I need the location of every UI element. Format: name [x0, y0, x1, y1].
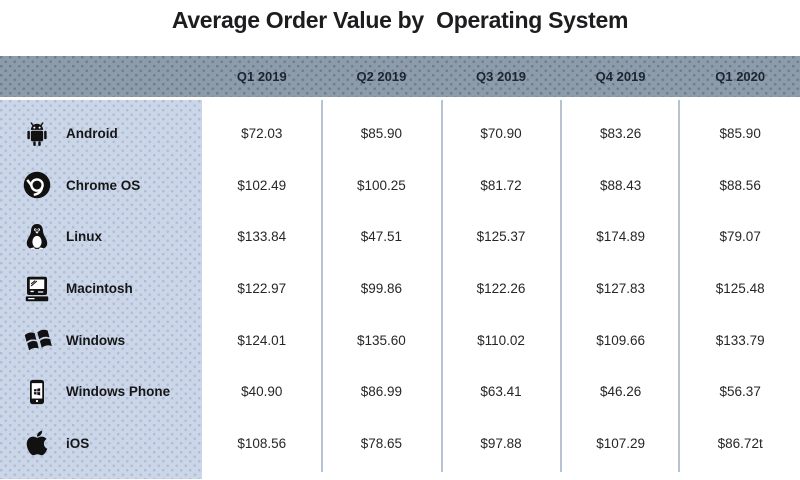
value-cell: $133.84 [237, 229, 287, 245]
column-header-q1-2020: Q1 2020 [715, 69, 766, 84]
value-cell: $100.25 [356, 177, 406, 193]
value-cell: $97.88 [480, 435, 522, 451]
value-cell: $47.51 [360, 229, 403, 245]
value-cell: $99.86 [360, 281, 403, 297]
os-row-windows-phone: Windows Phone [0, 366, 202, 418]
column-separator [678, 100, 680, 472]
data-column-q1-2020: $85.90 $88.56 $79.07 $125.48 $133.79 $56… [680, 100, 800, 479]
value-cell: $81.72 [480, 177, 522, 193]
os-labels-column: Android Chrome OS [0, 100, 202, 479]
quarter-header-band: Q1 2019 Q2 2019 Q3 2019 Q4 2019 Q1 2020 [0, 56, 800, 97]
value-cell: $88.56 [719, 177, 761, 193]
os-label: Macintosh [66, 281, 133, 297]
windows-icon [21, 324, 53, 356]
os-row-macintosh: Macintosh [0, 263, 202, 315]
value-cell: $78.65 [360, 435, 403, 451]
value-cell: $133.79 [715, 332, 765, 348]
value-cell: $122.97 [237, 281, 287, 297]
value-cell: $122.26 [476, 281, 526, 297]
chrome-icon [21, 169, 53, 201]
os-label: Linux [66, 229, 102, 245]
data-column-q1-2019: $72.03 $102.49 $133.84 $122.97 $124.01 $… [202, 100, 322, 479]
column-separator [321, 100, 323, 472]
os-row-linux: Linux [0, 211, 202, 263]
value-cell: $125.37 [476, 229, 526, 245]
os-label: Windows [66, 332, 126, 348]
data-column-q2-2019: $85.90 $100.25 $47.51 $99.86 $135.60 $86… [321, 100, 442, 479]
os-row-chrome-os: Chrome OS [0, 160, 202, 212]
os-label: Windows Phone [66, 384, 171, 400]
value-cell: $46.26 [599, 384, 642, 400]
os-row-ios: iOS [0, 417, 202, 469]
os-label: iOS [66, 435, 90, 451]
value-cell: $102.49 [237, 177, 287, 193]
value-cell: $109.66 [596, 332, 645, 348]
os-label: Chrome OS [66, 177, 141, 193]
column-header-q4-2019: Q4 2019 [595, 69, 646, 84]
value-cell: $85.90 [360, 126, 403, 142]
linux-tux-icon [21, 221, 53, 253]
value-cell: $86.99 [360, 384, 403, 400]
page-title: Average Order Value by Operating System [171, 7, 629, 33]
value-cell: $108.56 [237, 435, 287, 451]
data-column-q4-2019: $83.26 $88.43 $174.89 $127.83 $109.66 $4… [560, 100, 681, 479]
data-column-q3-2019: $70.90 $81.72 $125.37 $122.26 $110.02 $6… [441, 100, 561, 479]
value-cell: $135.60 [356, 332, 406, 348]
value-cell: $83.26 [599, 126, 642, 142]
value-cell: $110.02 [477, 332, 525, 348]
android-icon [21, 118, 53, 150]
value-cell: $56.37 [719, 384, 761, 400]
apple-icon [21, 427, 53, 459]
value-cell: $40.90 [241, 384, 283, 400]
value-cell: $88.43 [599, 177, 642, 193]
column-separator [560, 100, 562, 472]
os-row-windows: Windows [0, 314, 202, 366]
value-cell: $124.01 [237, 332, 287, 348]
column-header-q3-2019: Q3 2019 [476, 69, 526, 84]
value-cell: $70.90 [480, 126, 522, 142]
column-header-q2-2019: Q2 2019 [356, 69, 407, 84]
value-cell: $174.89 [596, 229, 645, 245]
classic-mac-icon [21, 273, 53, 305]
value-cell: $85.90 [719, 126, 761, 142]
windows-phone-icon [21, 376, 53, 408]
value-cell: $125.48 [715, 281, 765, 297]
value-cell: $79.07 [719, 229, 761, 245]
value-cell: $127.83 [596, 281, 645, 297]
column-header-q1-2019: Q1 2019 [236, 69, 287, 84]
os-table-body: Android Chrome OS [0, 100, 800, 479]
value-cell: $86.72t [717, 435, 763, 451]
value-cell: $72.03 [241, 126, 283, 142]
value-cell: $63.41 [480, 384, 522, 400]
column-separator [441, 100, 443, 472]
value-cell: $107.29 [596, 435, 645, 451]
os-label: Android [66, 126, 118, 142]
os-row-android: Android [0, 108, 202, 160]
